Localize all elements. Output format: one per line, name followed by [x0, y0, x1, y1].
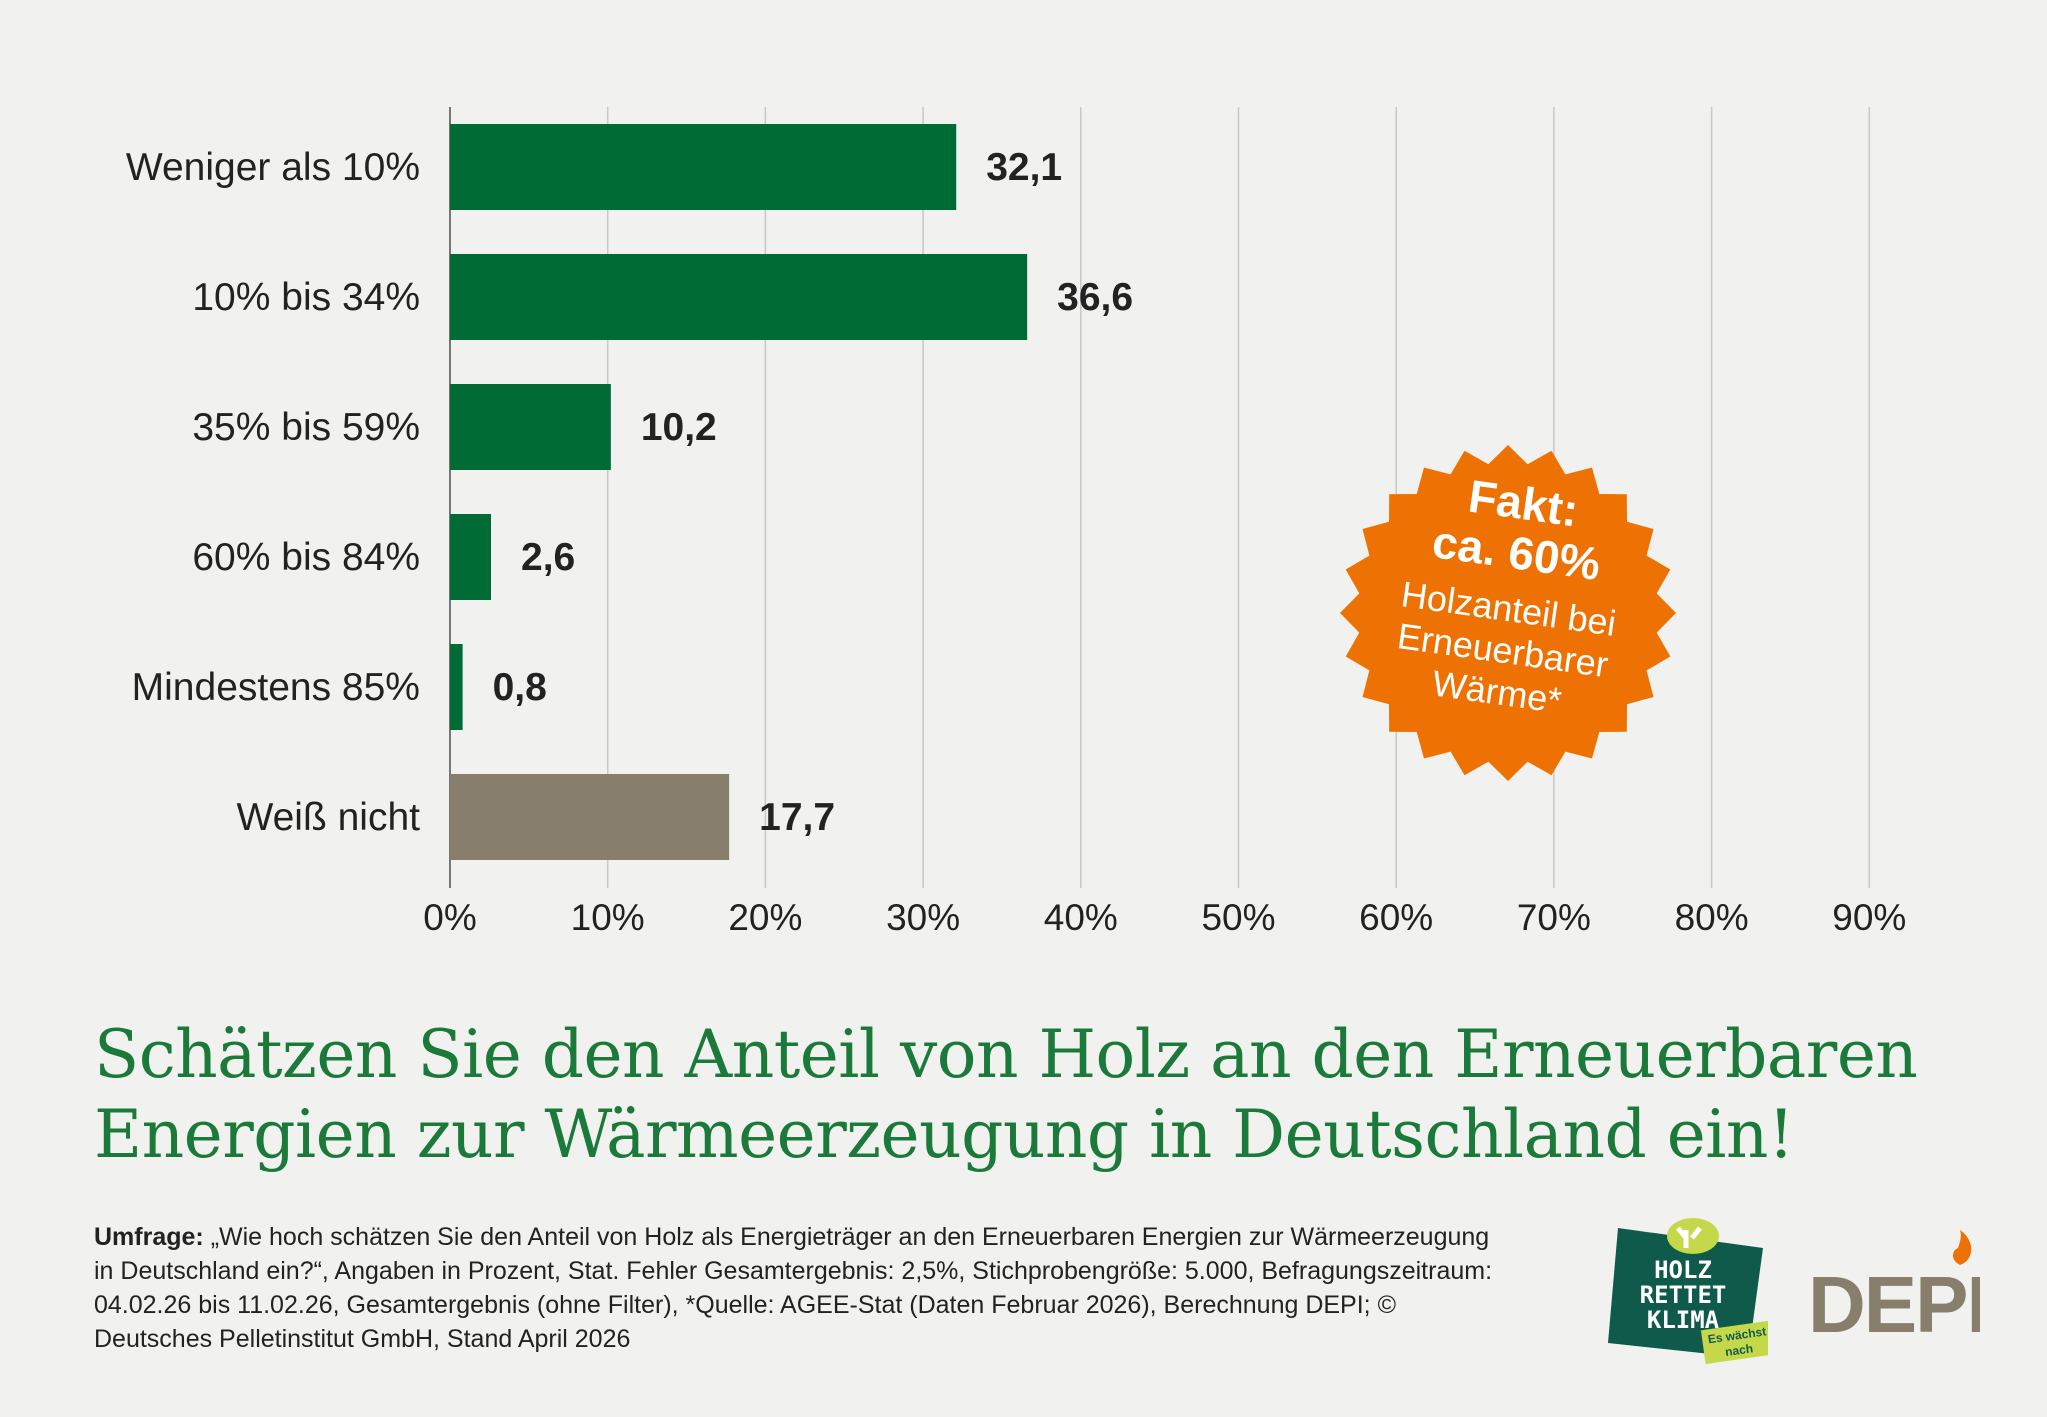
category-label: 35% bis 59% — [192, 406, 420, 449]
bar — [450, 254, 1028, 340]
data-label: 0,8 — [493, 666, 547, 709]
x-tick-label: 40% — [1044, 897, 1118, 938]
svg-text:KLIMA: KLIMA — [1647, 1306, 1720, 1334]
footnote-label: Umfrage: — [94, 1223, 204, 1251]
x-tick-label: 50% — [1201, 897, 1275, 938]
x-tick-label: 10% — [571, 897, 645, 938]
title-line-2: Energien zur Wärmeerzeugung in Deutschla… — [94, 1096, 1794, 1173]
category-label: Weiß nicht — [237, 796, 421, 839]
footnote-text: „Wie hoch schätzen Sie den Anteil von Ho… — [94, 1223, 1493, 1353]
bar — [450, 514, 492, 600]
data-label: 10,2 — [641, 406, 717, 449]
bar-chart: 0% 10% 20% 30% 40% 50% 60% 70% 80% 90% Weniger als… — [126, 107, 1906, 938]
svg-text:DEPI: DEPI — [1808, 1260, 1980, 1340]
svg-text:nach: nach — [1724, 1341, 1754, 1359]
x-tick-label: 20% — [728, 897, 802, 938]
svg-text:RETTET: RETTET — [1640, 1281, 1727, 1309]
data-label: 17,7 — [759, 796, 835, 839]
category-label: Weniger als 10% — [126, 146, 420, 189]
svg-text:HOLZ: HOLZ — [1654, 1256, 1712, 1284]
depi-logo: DEPI — [1808, 1230, 1980, 1340]
data-label: 36,6 — [1057, 276, 1133, 319]
footnote: Umfrage: „Wie hoch schätzen Sie den Ante… — [94, 1220, 1514, 1356]
category-label: 10% bis 34% — [192, 276, 420, 319]
bar — [450, 774, 730, 860]
bar — [450, 384, 611, 470]
bar — [450, 124, 957, 210]
bar — [450, 644, 463, 730]
title-line-1: Schätzen Sie den Anteil von Holz an den … — [94, 1016, 1918, 1093]
x-tick-label: 70% — [1517, 897, 1591, 938]
x-tick-label: 80% — [1675, 897, 1749, 938]
x-tick-label: 30% — [886, 897, 960, 938]
x-tick-label: 90% — [1832, 897, 1906, 938]
chart-title: Schätzen Sie den Anteil von Holz an den … — [94, 1015, 1918, 1175]
holz-rettet-klima-logo: HOLZ RETTET KLIMA Es wächst nach — [1608, 1218, 1768, 1365]
data-label: 32,1 — [986, 146, 1062, 189]
x-tick-label: 60% — [1359, 897, 1433, 938]
category-label: Mindestens 85% — [132, 666, 420, 709]
category-label: 60% bis 84% — [192, 536, 420, 579]
fact-badge — [1340, 445, 1676, 781]
data-label: 2,6 — [521, 536, 575, 579]
x-tick-label: 0% — [423, 897, 476, 938]
